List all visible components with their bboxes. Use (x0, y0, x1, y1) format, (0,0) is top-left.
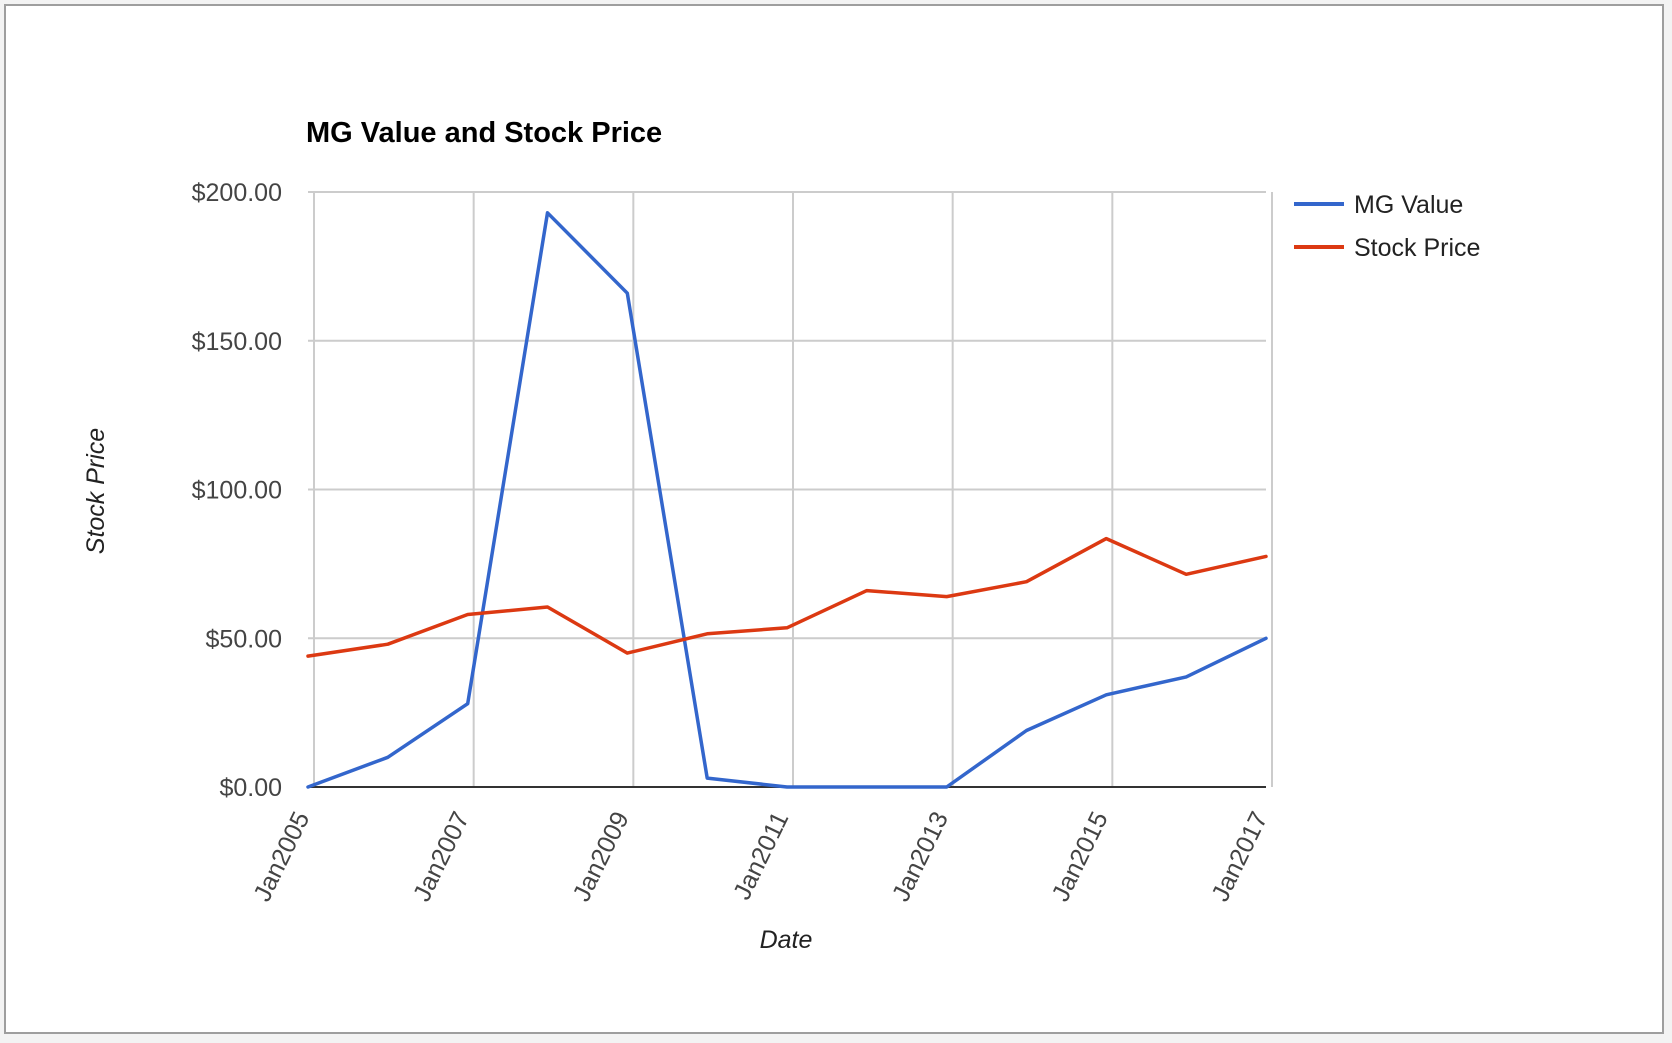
y-tick-label: $100.00 (192, 477, 282, 505)
chart-container[interactable]: $0.00 $50.00 $100.00 $150.00 $200.00 Jan2005 J… (4, 4, 1664, 1034)
series-layer (306, 211, 1268, 789)
series-line-mg-value[interactable] (306, 211, 1268, 789)
grid (308, 191, 1273, 787)
legend-label-mg-value: MG Value (1354, 191, 1463, 219)
x-axis-title: Date (760, 926, 813, 954)
y-tick-label: $0.00 (219, 774, 282, 802)
x-tick-label: Jan2007 (408, 807, 475, 906)
x-tick-label: Jan2009 (568, 807, 635, 906)
line-chart: $0.00 $50.00 $100.00 $150.00 $200.00 Jan2005 J… (82, 117, 1480, 954)
x-tick-label: Jan2005 (248, 807, 315, 906)
y-axis-title: Stock Price (82, 428, 110, 554)
y-tick-label: $150.00 (192, 328, 282, 356)
legend[interactable]: MG Value Stock Price (1294, 191, 1480, 262)
series-line-stock-price[interactable] (306, 536, 1268, 658)
y-tick-label: $200.00 (192, 179, 282, 207)
y-tick-label: $50.00 (206, 625, 282, 653)
x-tick-label: Jan2017 (1206, 807, 1273, 906)
x-tick-label: Jan2013 (887, 807, 954, 906)
legend-label-stock-price: Stock Price (1354, 234, 1480, 262)
x-tick-label: Jan2015 (1047, 807, 1114, 906)
chart-title: MG Value and Stock Price (306, 117, 662, 149)
x-tick-label: Jan2011 (728, 807, 794, 904)
